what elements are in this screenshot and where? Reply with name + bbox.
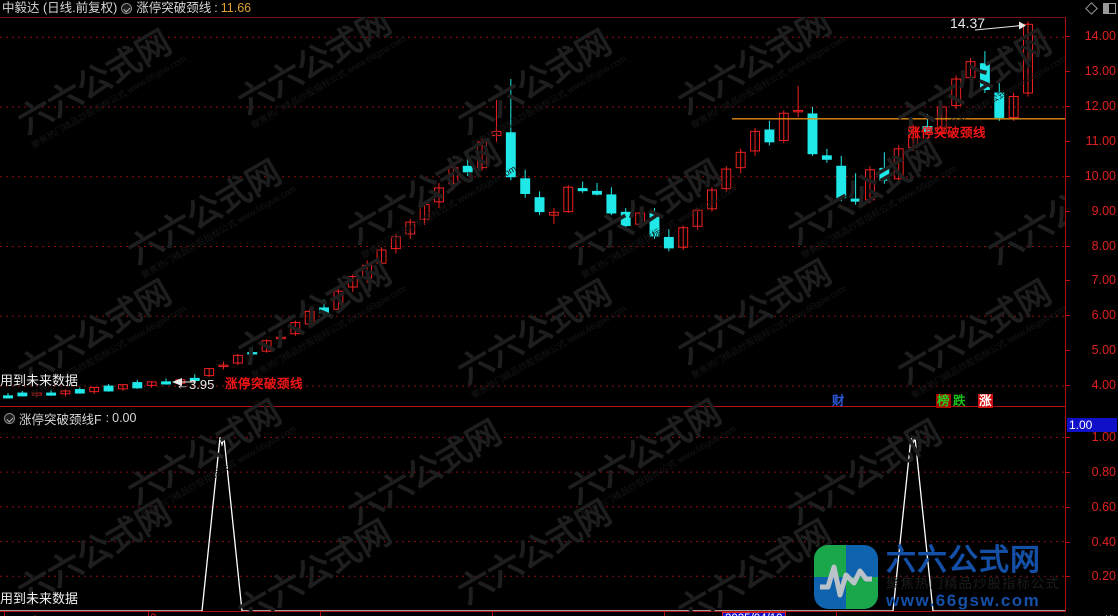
future-data-warning-indicator: 用到未来数据 bbox=[0, 591, 79, 606]
date-tick bbox=[4, 612, 5, 616]
brand-url: www.66gsw.com bbox=[886, 590, 1041, 610]
indicator-name-label[interactable]: 涨停突破颈线 bbox=[136, 1, 212, 15]
price-axis-label: 13.00 bbox=[1084, 64, 1116, 79]
price-axis-label: 5.00 bbox=[1091, 343, 1116, 358]
axis-tick bbox=[1066, 280, 1070, 282]
price-axis-label: 12.00 bbox=[1084, 98, 1116, 113]
axis-tick bbox=[1066, 105, 1070, 107]
indicator-separator: : bbox=[105, 411, 110, 425]
titlebar-actions bbox=[1085, 0, 1116, 17]
brand-title: 六六公式网 bbox=[886, 543, 1041, 577]
marker-cai[interactable]: 财 bbox=[832, 394, 845, 408]
axis-tick bbox=[1066, 175, 1070, 177]
split-panel-icon[interactable] bbox=[1103, 3, 1116, 14]
date-tick bbox=[664, 612, 665, 616]
signal-label-left: 涨停突破颈线 bbox=[225, 377, 304, 391]
chevron-down-circle-icon[interactable] bbox=[4, 412, 15, 424]
axis-tick bbox=[1066, 210, 1070, 212]
indicator-plot bbox=[0, 436, 1065, 611]
future-data-warning-price: 用到未来数据 bbox=[0, 373, 79, 388]
indicator-axis-label: 0.20 bbox=[1091, 569, 1116, 584]
price-axis-label: 6.00 bbox=[1091, 308, 1116, 323]
date-tick bbox=[836, 612, 837, 616]
marker-zhang[interactable]: 涨 bbox=[978, 394, 993, 408]
title-separator: : bbox=[214, 1, 218, 15]
titlebar: 中毅达 (日线.前复权) 涨停突破颈线 : 11.66 bbox=[0, 0, 1118, 17]
date-tick bbox=[148, 612, 149, 616]
low-price-annotation: ←3.95 bbox=[176, 377, 215, 392]
indicator-chart-panel[interactable] bbox=[0, 427, 1065, 611]
price-axis-label: 4.00 bbox=[1091, 378, 1116, 393]
brand-watermark: 六六公式网 聚焦热门精品炒股指标公式 www.66gsw.com bbox=[814, 543, 1060, 610]
signal-label-right: 涨停突破颈线 bbox=[908, 126, 987, 140]
indicator-axis-label: 0.80 bbox=[1091, 465, 1116, 480]
price-axis-label: 9.00 bbox=[1091, 203, 1116, 218]
selected-date-badge: 2025/04/10 bbox=[722, 612, 786, 616]
brand-tagline: 聚焦热门精品炒股指标公式 bbox=[886, 576, 1060, 592]
axis-tick bbox=[1066, 350, 1070, 352]
indicator-panel-value: 0.00 bbox=[112, 411, 137, 425]
axis-tick bbox=[1066, 541, 1070, 543]
candlestick-plot bbox=[0, 21, 1065, 399]
indicator-axis-label: 0.60 bbox=[1091, 499, 1116, 514]
axis-tick bbox=[1066, 472, 1070, 474]
price-axis-label: 11.00 bbox=[1085, 133, 1116, 148]
axis-tick bbox=[1066, 36, 1070, 38]
chevron-down-circle-icon[interactable] bbox=[121, 3, 133, 14]
axis-tick bbox=[1066, 315, 1070, 317]
price-chart-panel[interactable] bbox=[0, 17, 1065, 407]
axis-tick bbox=[1066, 245, 1070, 247]
indicator-panel-name[interactable]: 涨停突破颈线F bbox=[19, 412, 102, 427]
diamond-icon[interactable] bbox=[1085, 2, 1098, 15]
price-axis-label: 7.00 bbox=[1091, 273, 1116, 288]
brand-logo-icon bbox=[814, 545, 878, 610]
axis-tick bbox=[1066, 437, 1070, 439]
axis-tick bbox=[1066, 576, 1070, 578]
marker-die[interactable]: 跌 bbox=[953, 394, 966, 408]
date-tick bbox=[492, 612, 493, 616]
indicator-value: 11.66 bbox=[220, 1, 252, 15]
price-axis-label: 10.00 bbox=[1084, 168, 1116, 183]
date-axis[interactable]: 2025/04/10 日线 2025年2 bbox=[0, 611, 1065, 616]
axis-tick bbox=[1066, 140, 1070, 142]
indicator-axis-label: 1.00 bbox=[1091, 430, 1116, 445]
axis-tick bbox=[1066, 506, 1070, 508]
axis-tick bbox=[1066, 385, 1070, 387]
marker-bang[interactable]: 榜 bbox=[936, 394, 951, 408]
price-axis-label: 8.00 bbox=[1091, 238, 1116, 253]
indicator-value-badge: 1.00 bbox=[1067, 418, 1117, 432]
price-axis-label: 14.00 bbox=[1084, 29, 1116, 44]
last-price-annotation: 14.37 bbox=[950, 15, 986, 31]
indicator-header: 涨停突破颈线F : 0.00 bbox=[0, 409, 136, 427]
symbol-label[interactable]: 中毅达 (日线.前复权) bbox=[2, 1, 118, 15]
right-axis[interactable]: 14.00 13.00 12.00 11.00 10.00 9.00 8.00 7.00 6.0… bbox=[1065, 17, 1118, 612]
date-tick bbox=[320, 612, 321, 616]
indicator-axis-label: 0.40 bbox=[1091, 534, 1116, 549]
axis-tick bbox=[1066, 71, 1070, 73]
date-axis-label: 2 bbox=[150, 613, 156, 616]
